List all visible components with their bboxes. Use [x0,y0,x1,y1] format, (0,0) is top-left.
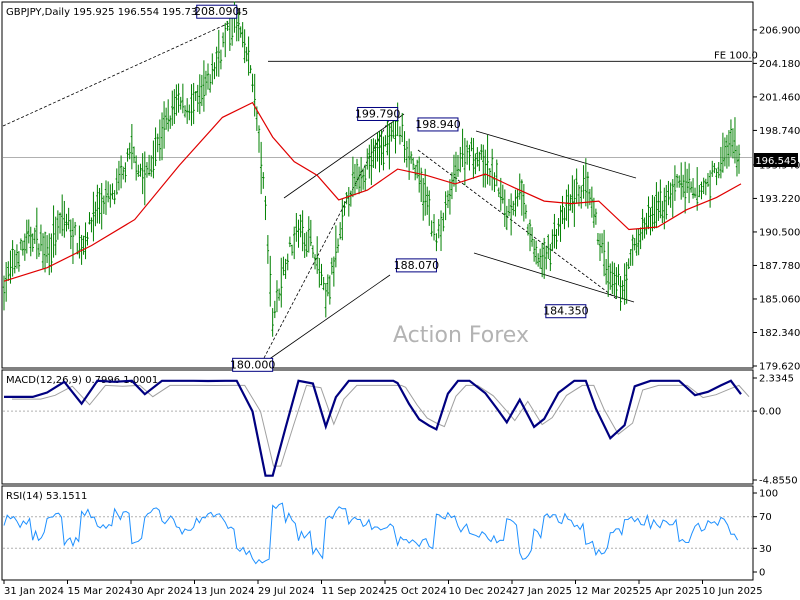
date-tick-label: 27 Jan 2025 [512,586,572,597]
channel-upper-line [283,113,405,199]
rsi-tick-label: 70 [759,512,772,523]
price-tick-label: 185.060 [759,294,800,305]
price-annotation-label: 208.090 [194,5,240,18]
rsi-tick-label: 100 [759,489,778,500]
trend-line-dashed-fall [417,149,619,301]
price-annotation-label: 199.790 [355,107,401,120]
price-tick-label: 204.180 [759,59,800,70]
price-annotation-label: 180.000 [230,358,276,371]
macd-header: MACD(12,26,9) 0.7996 1.0001 [6,375,158,386]
price-annotation-box [417,117,459,132]
price-annotation-box [357,106,399,121]
date-tick-label: 13 Jun 2024 [195,586,255,597]
date-tick-label: 25 Apr 2025 [639,586,701,597]
date-tick-label: 10 Jun 2025 [703,586,763,597]
price-tick-label: 193.220 [759,194,800,205]
macd-tick-label: -4.8550 [759,476,798,487]
date-tick-label: 15 Mar 2024 [68,586,131,597]
price-annotation-box [196,4,238,19]
rsi-header: RSI(14) 53.1511 [6,491,87,502]
current-price-label: 196.545 [755,156,796,167]
date-tick-label: 12 Mar 2025 [576,586,639,597]
date-tick-label: 25 Oct 2024 [385,586,447,597]
price-tick-label: 190.500 [759,227,800,238]
price-tick-label: 187.780 [759,261,800,272]
rsi-tick-label: 0 [759,568,765,579]
macd-tick-label: 0.00 [759,407,781,418]
price-tick-label: 182.340 [759,328,800,339]
price-annotation-box [545,304,587,319]
price-annotation-label: 184.350 [543,305,589,318]
price-annotation-label: 188.070 [394,259,440,272]
symbol-header: GBPJPY,Daily 195.925 196.554 195.738 196… [6,7,248,18]
date-tick-label: 30 Apr 2024 [131,586,193,597]
price-tick-label: 198.740 [759,126,800,137]
macd-panel-frame [1,369,754,485]
wedge-upper-line [475,130,637,179]
price-tick-label: 179.620 [759,362,800,373]
channel-lower-line [267,274,391,361]
price-annotation-label: 198.940 [415,118,461,131]
date-tick-label: 29 Jul 2024 [258,586,315,597]
date-tick-label: 11 Sep 2024 [322,586,385,597]
watermark: Action Forex [393,323,529,348]
trend-line-dashed-top [2,22,230,127]
price-tick-label: 206.900 [759,25,800,36]
rsi-tick-label: 30 [759,544,772,555]
price-annotation-box [395,258,437,273]
price-tick-label: 201.460 [759,92,800,103]
rsi-line [3,502,739,565]
wedge-lower-line [473,252,635,303]
moving-average-line [3,101,742,282]
macd-tick-label: 2.3345 [759,374,794,385]
macd-signal-line [12,384,750,467]
date-tick-label: 31 Jan 2024 [4,586,64,597]
fe-line-label: FE 100.0 [714,50,758,61]
price-panel-frame [1,1,754,369]
date-tick-label: 10 Dec 2024 [449,586,513,597]
price-annotation-box [232,357,274,372]
macd-line [4,379,742,477]
rsi-panel-frame [1,485,754,581]
current-price-tag [754,153,798,167]
